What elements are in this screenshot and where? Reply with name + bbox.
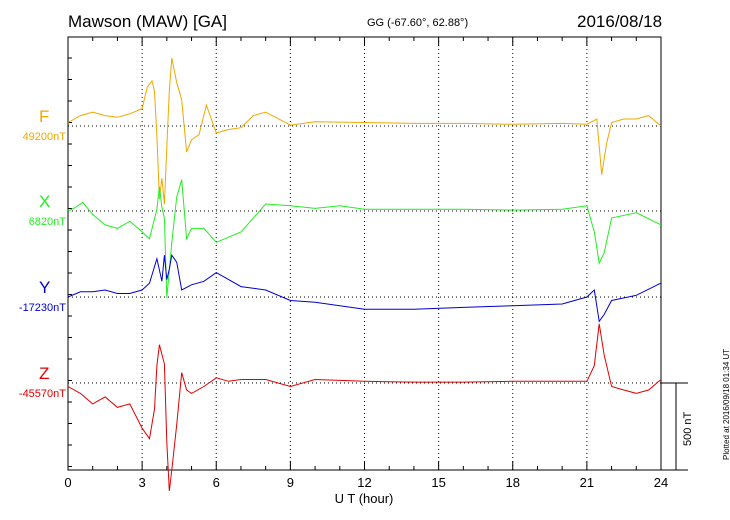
component-y-baseline: -17230nT [18,302,66,314]
series-layer [67,58,662,491]
plotted-timestamp: Plotted at 2016/09/18 01:34 UT [722,348,730,460]
x-tick-label: 9 [287,475,294,490]
component-z-baseline: -45570nT [18,388,66,400]
x-tick-label: 18 [506,475,520,490]
x-axis: 0 3 6 9 12 15 18 21 24 [64,37,668,490]
x-tick-label: 15 [431,475,445,490]
component-f-label: F [39,107,50,126]
x-tick-label: 24 [654,475,668,490]
series-f-line [67,58,662,205]
series-x-line [67,179,662,299]
series-z-line [67,323,662,491]
component-z-label: Z [39,364,50,383]
component-x-baseline: 6820nT [28,216,66,228]
scale-bar: 500 nT [661,382,694,471]
station-title: Mawson (MAW) [GA] [68,12,227,31]
x-tick-label: 6 [213,475,220,490]
geographic-coords: GG (-67.60°, 62.88°) [367,17,469,29]
x-tick-label: 3 [139,475,146,490]
x-tick-label: 0 [64,475,71,490]
component-f-baseline: 49200nT [22,131,66,143]
scale-label: 500 nT [682,411,694,446]
gridlines [68,37,661,470]
x-tick-label: 12 [357,475,371,490]
plot-date: 2016/08/18 [577,12,663,31]
component-y-label: Y [39,278,51,297]
x-axis-label: U T (hour) [335,491,394,506]
series-y-line [67,253,662,323]
component-x-label: X [39,192,51,211]
x-tick-label: 21 [580,475,594,490]
